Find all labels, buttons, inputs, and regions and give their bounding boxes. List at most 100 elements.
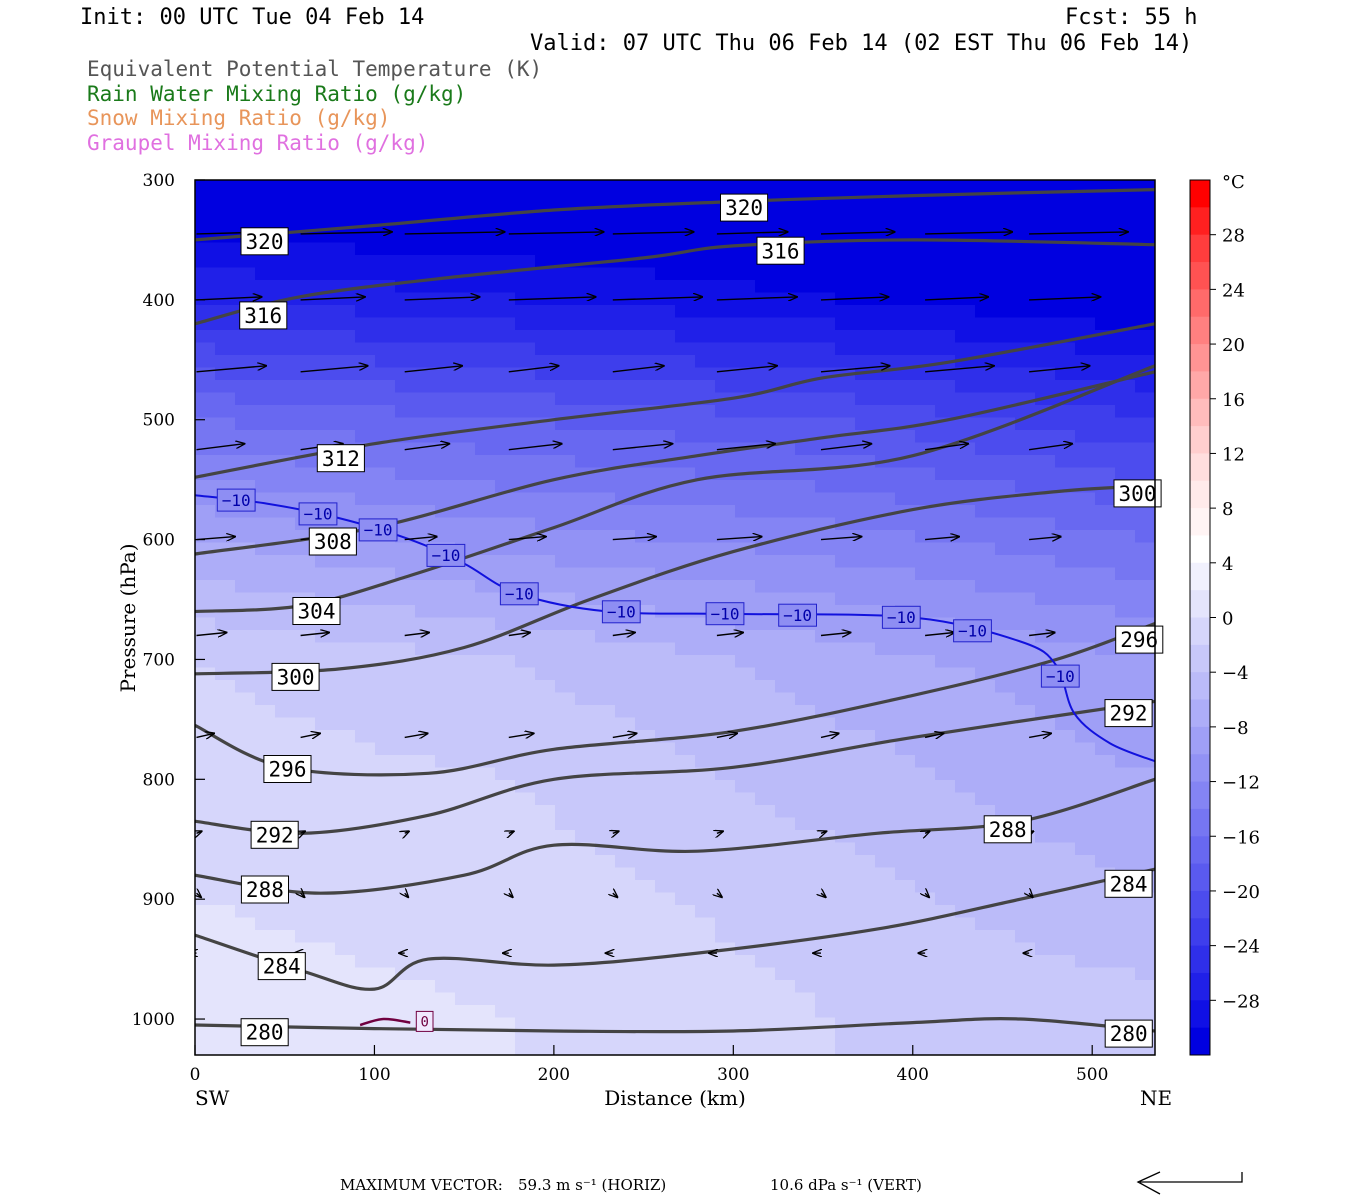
field-cell [855, 855, 876, 869]
field-cell [655, 830, 676, 844]
field-cell [755, 792, 776, 806]
field-cell [515, 967, 536, 981]
field-cell [1135, 455, 1155, 469]
field-cell [755, 342, 776, 356]
field-cell [1015, 917, 1036, 931]
field-cell [755, 692, 776, 706]
field-cell [335, 580, 356, 594]
field-cell [455, 405, 476, 419]
field-cell [355, 205, 376, 219]
field-cell [815, 892, 836, 906]
field-cell [855, 555, 876, 569]
field-cell [415, 592, 436, 606]
field-cell [1035, 455, 1056, 469]
field-cell [955, 367, 976, 381]
field-cell [855, 242, 876, 256]
field-cell [295, 805, 316, 819]
field-cell [515, 767, 536, 781]
field-cell [215, 330, 236, 344]
field-cell [615, 992, 636, 1006]
field-cell [835, 505, 856, 519]
field-cell [735, 330, 756, 344]
field-cell [375, 1030, 396, 1044]
field-cell [195, 692, 216, 706]
field-cell [795, 630, 816, 644]
field-cell [415, 492, 436, 506]
colorbar-tick-label: −28 [1222, 991, 1260, 1012]
field-cell [475, 992, 496, 1006]
field-cell [575, 755, 596, 769]
field-cell [195, 517, 216, 531]
field-cell [815, 855, 836, 869]
field-cell [455, 842, 476, 856]
field-cell [1035, 942, 1056, 956]
field-cell [1135, 755, 1155, 769]
field-cell [355, 292, 376, 306]
field-cell [735, 417, 756, 431]
field-cell [475, 692, 496, 706]
field-cell [935, 605, 956, 619]
field-cell [795, 455, 816, 469]
field-cell [695, 380, 716, 394]
field-cell [195, 255, 216, 269]
field-cell [795, 917, 816, 931]
field-cell [315, 180, 336, 194]
field-cell [435, 330, 456, 344]
field-cell [1115, 805, 1136, 819]
field-cell [355, 317, 376, 331]
colorbar-segment [1190, 1027, 1210, 1056]
field-cell [675, 717, 696, 731]
field-cell [655, 542, 676, 556]
field-cell [655, 605, 676, 619]
field-cell [515, 892, 536, 906]
field-cell [195, 655, 216, 669]
field-cell [995, 505, 1016, 519]
field-cell [275, 705, 296, 719]
field-cell [975, 567, 996, 581]
field-cell [315, 480, 336, 494]
field-cell [575, 705, 596, 719]
contour-label: 316 [762, 239, 800, 263]
field-cell [335, 480, 356, 494]
field-cell [1015, 455, 1036, 469]
field-cell [575, 967, 596, 981]
field-cell [655, 805, 676, 819]
field-cell [615, 780, 636, 794]
field-cell [1055, 380, 1076, 394]
field-cell [615, 230, 636, 244]
field-cell [695, 642, 716, 656]
field-cell [235, 905, 256, 919]
field-cell [315, 930, 336, 944]
field-cell [275, 467, 296, 481]
wind-vector [925, 232, 1012, 234]
field-cell [635, 555, 656, 569]
colorbar-segment [1190, 344, 1210, 372]
field-cell [635, 830, 656, 844]
field-cell [1015, 580, 1036, 594]
field-cell [635, 780, 656, 794]
theta-e-line [195, 322, 1155, 479]
field-cell [855, 917, 876, 931]
field-cell [195, 392, 216, 406]
field-cell [375, 442, 396, 456]
field-cell [395, 230, 416, 244]
field-cell [695, 680, 716, 694]
field-cell [335, 255, 356, 269]
field-cell [415, 992, 436, 1006]
field-cell [615, 192, 636, 206]
contour-label: 300 [277, 665, 315, 689]
field-cell [215, 867, 236, 881]
field-cell [275, 280, 296, 294]
field-cell [775, 655, 796, 669]
field-cell [915, 842, 936, 856]
field-cell [955, 930, 976, 944]
field-cell [655, 280, 676, 294]
field-cell [675, 492, 696, 506]
field-cell [955, 417, 976, 431]
field-cell [675, 342, 696, 356]
field-cell [1055, 367, 1076, 381]
field-cell [455, 630, 476, 644]
field-cell [1095, 655, 1116, 669]
field-cell [235, 517, 256, 531]
field-cell [755, 292, 776, 306]
